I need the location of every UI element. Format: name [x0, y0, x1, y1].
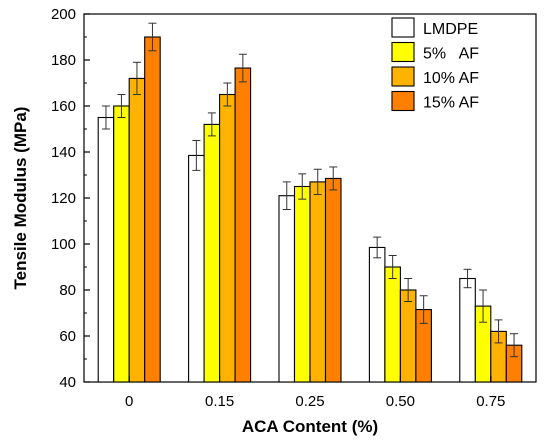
legend-swatch	[391, 90, 415, 112]
x-tick-label: 0.15	[205, 393, 234, 410]
y-axis-label: Tensile Modulus (MPa)	[11, 107, 30, 290]
bar	[113, 105, 130, 383]
x-tick-label: 0	[125, 393, 133, 410]
bar-series-group	[97, 22, 523, 383]
bar	[278, 195, 296, 383]
bar	[399, 289, 417, 383]
legend-swatch	[391, 66, 415, 87]
legend-label: 5% AF	[423, 46, 479, 63]
y-tick-label: 160	[51, 98, 76, 115]
legend-swatch	[391, 41, 415, 63]
x-tick-label: 0.75	[476, 393, 505, 410]
y-tick-label: 60	[59, 328, 76, 345]
bar	[219, 93, 236, 383]
x-axis-label: ACA Content (%)	[242, 417, 378, 436]
bar	[459, 277, 476, 383]
legend-label: 10% AF	[423, 70, 479, 87]
bar	[128, 77, 146, 383]
bar	[324, 177, 342, 383]
legend-swatch	[391, 17, 415, 38]
bar	[144, 36, 161, 383]
y-tick-label: 80	[59, 282, 76, 299]
bar	[309, 181, 327, 383]
legend-label: LMDPE	[423, 21, 478, 38]
legend-label: 15% AF	[423, 95, 479, 112]
bar	[234, 67, 252, 383]
bar	[188, 154, 205, 383]
y-tick-label: 180	[51, 52, 76, 69]
y-tick-label: 200	[51, 6, 76, 23]
tick-group: 40 60 80 100 120 140 160 180 200 0 0.15 0.25 0.50 0.7…	[51, 6, 505, 410]
bar	[368, 246, 386, 383]
x-tick-label: 0.50	[386, 393, 415, 410]
bar	[384, 266, 401, 383]
x-tick-label: 0.25	[295, 393, 324, 410]
legend: LMDPE 5% AF 10% AF 15% AF	[391, 17, 479, 112]
y-tick-label: 140	[51, 144, 76, 161]
bar	[293, 185, 311, 383]
bar	[97, 116, 115, 383]
y-tick-label: 40	[59, 374, 76, 391]
y-tick-label: 100	[51, 236, 76, 253]
bar	[203, 123, 221, 383]
y-tick-label: 120	[51, 190, 76, 207]
